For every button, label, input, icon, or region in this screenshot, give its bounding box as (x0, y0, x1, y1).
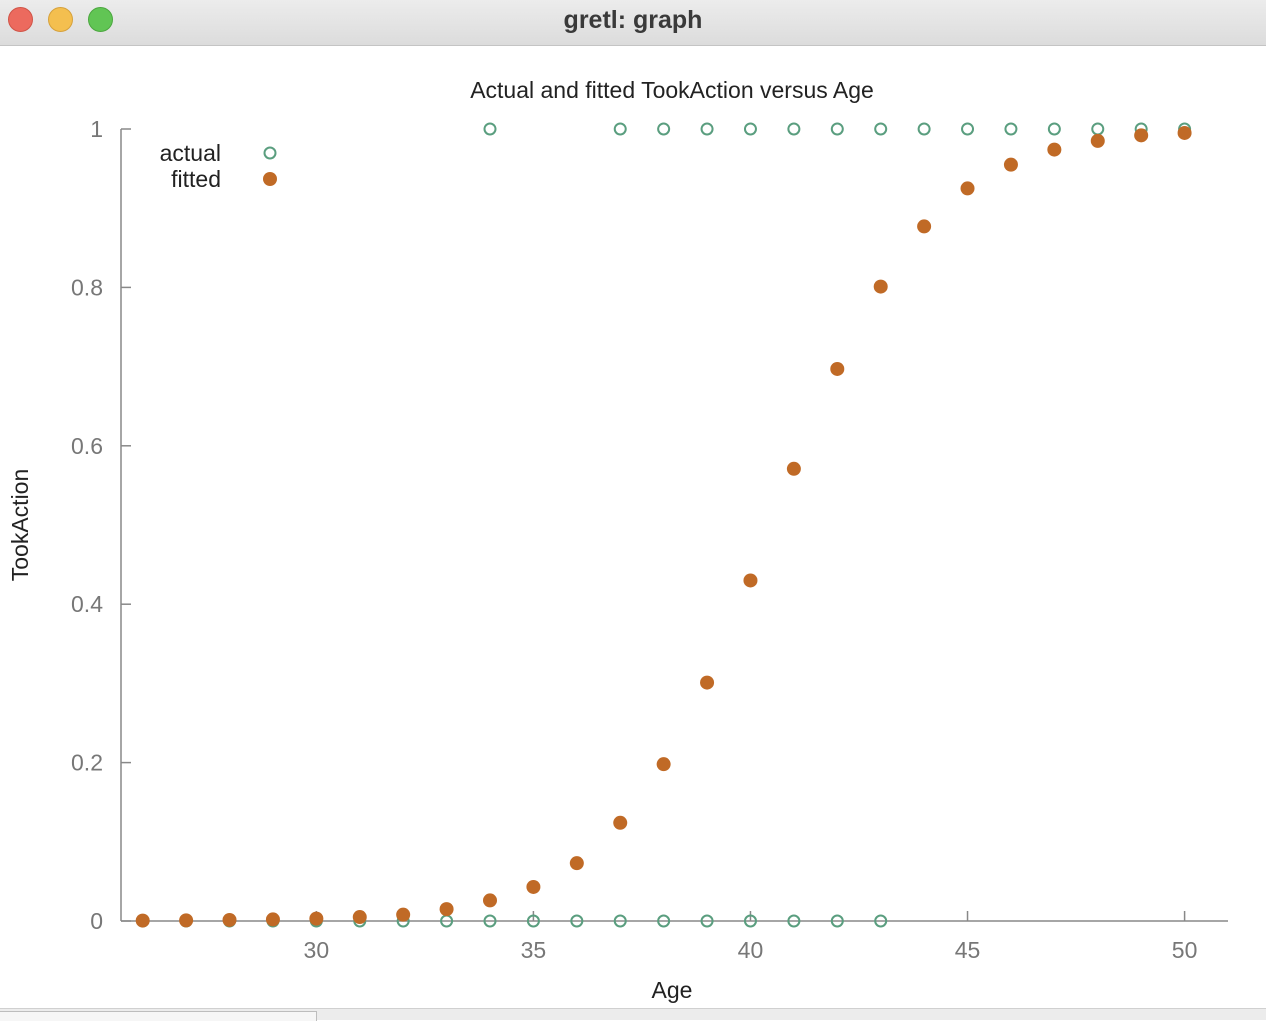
x-tick-label: 45 (955, 937, 981, 963)
fitted-point (526, 879, 541, 894)
fitted-point (222, 912, 237, 927)
fitted-point (873, 279, 888, 294)
fitted-point (135, 913, 150, 928)
y-tick-label: 1 (90, 116, 103, 142)
graph-area[interactable]: 0 0.2 0.4 0.6 0.8 1 30 35 40 45 50 Actual and fitte… (0, 46, 1266, 1008)
actual-point (961, 122, 975, 136)
fitted-point (1177, 125, 1192, 140)
scatter-chart: 0 0.2 0.4 0.6 0.8 1 30 35 40 45 50 Actual and fitte… (7, 77, 1228, 1003)
fitted-point (1003, 157, 1018, 172)
y-tick-label: 0 (90, 908, 103, 934)
actual-point (700, 914, 714, 928)
legend-label-actual: actual (160, 140, 221, 166)
fitted-point (1047, 142, 1062, 157)
fitted-point (786, 461, 801, 476)
minimize-window-button[interactable] (48, 7, 73, 32)
window-titlebar: gretl: graph (0, 0, 1266, 46)
legend-label-fitted: fitted (171, 166, 221, 192)
actual-point (657, 122, 671, 136)
actual-point (917, 122, 931, 136)
actual-point (830, 914, 844, 928)
fitted-point (656, 757, 671, 772)
close-window-button[interactable] (8, 7, 33, 32)
actual-point (743, 914, 757, 928)
x-tick-label: 35 (521, 937, 547, 963)
fitted-point (179, 913, 194, 928)
bottom-tab (0, 1011, 317, 1021)
actual-point (787, 122, 801, 136)
y-tick-label: 0.6 (71, 433, 103, 459)
fitted-point (265, 912, 280, 927)
actual-point (483, 914, 497, 928)
x-tick-label: 30 (304, 937, 330, 963)
actual-point (613, 122, 627, 136)
fitted-point (483, 893, 497, 908)
fitted-point (743, 573, 758, 588)
actual-point (526, 914, 540, 928)
x-axis-title: Age (652, 977, 693, 1003)
y-tick-label: 0.4 (71, 591, 103, 617)
x-tick-label: 50 (1172, 937, 1198, 963)
actual-point (1047, 122, 1061, 136)
legend-marker-fitted (263, 172, 277, 186)
zoom-window-button[interactable] (88, 7, 113, 32)
actual-point (613, 914, 627, 928)
actual-point (1091, 122, 1105, 136)
actual-point (700, 122, 714, 136)
actual-point (787, 914, 801, 928)
chart-title: Actual and fitted TookAction versus Age (470, 77, 874, 103)
fitted-point (960, 181, 975, 196)
x-tick-label: 40 (738, 937, 764, 963)
fitted-point (613, 815, 628, 830)
actual-point (874, 914, 888, 928)
legend-marker-actual (263, 146, 277, 160)
fitted-point (700, 675, 715, 690)
fitted-point (439, 902, 454, 917)
fitted-point (1134, 128, 1149, 143)
fitted-point (1090, 133, 1105, 148)
fitted-point (309, 911, 324, 926)
actual-point (570, 914, 584, 928)
actual-point (657, 914, 671, 928)
actual-point (483, 122, 497, 136)
window-bottom-bar (0, 1008, 1266, 1021)
fitted-point (352, 910, 367, 925)
fitted-point (569, 856, 584, 871)
window-title: gretl: graph (563, 6, 703, 34)
y-tick-label: 0.2 (71, 750, 103, 776)
actual-point (874, 122, 888, 136)
actual-point (1004, 122, 1018, 136)
y-tick-label: 0.8 (71, 274, 103, 300)
actual-point (743, 122, 757, 136)
fitted-point (917, 219, 932, 234)
fitted-point (830, 361, 845, 376)
actual-point (830, 122, 844, 136)
fitted-point (396, 907, 411, 922)
y-axis-title: TookAction (7, 469, 33, 582)
